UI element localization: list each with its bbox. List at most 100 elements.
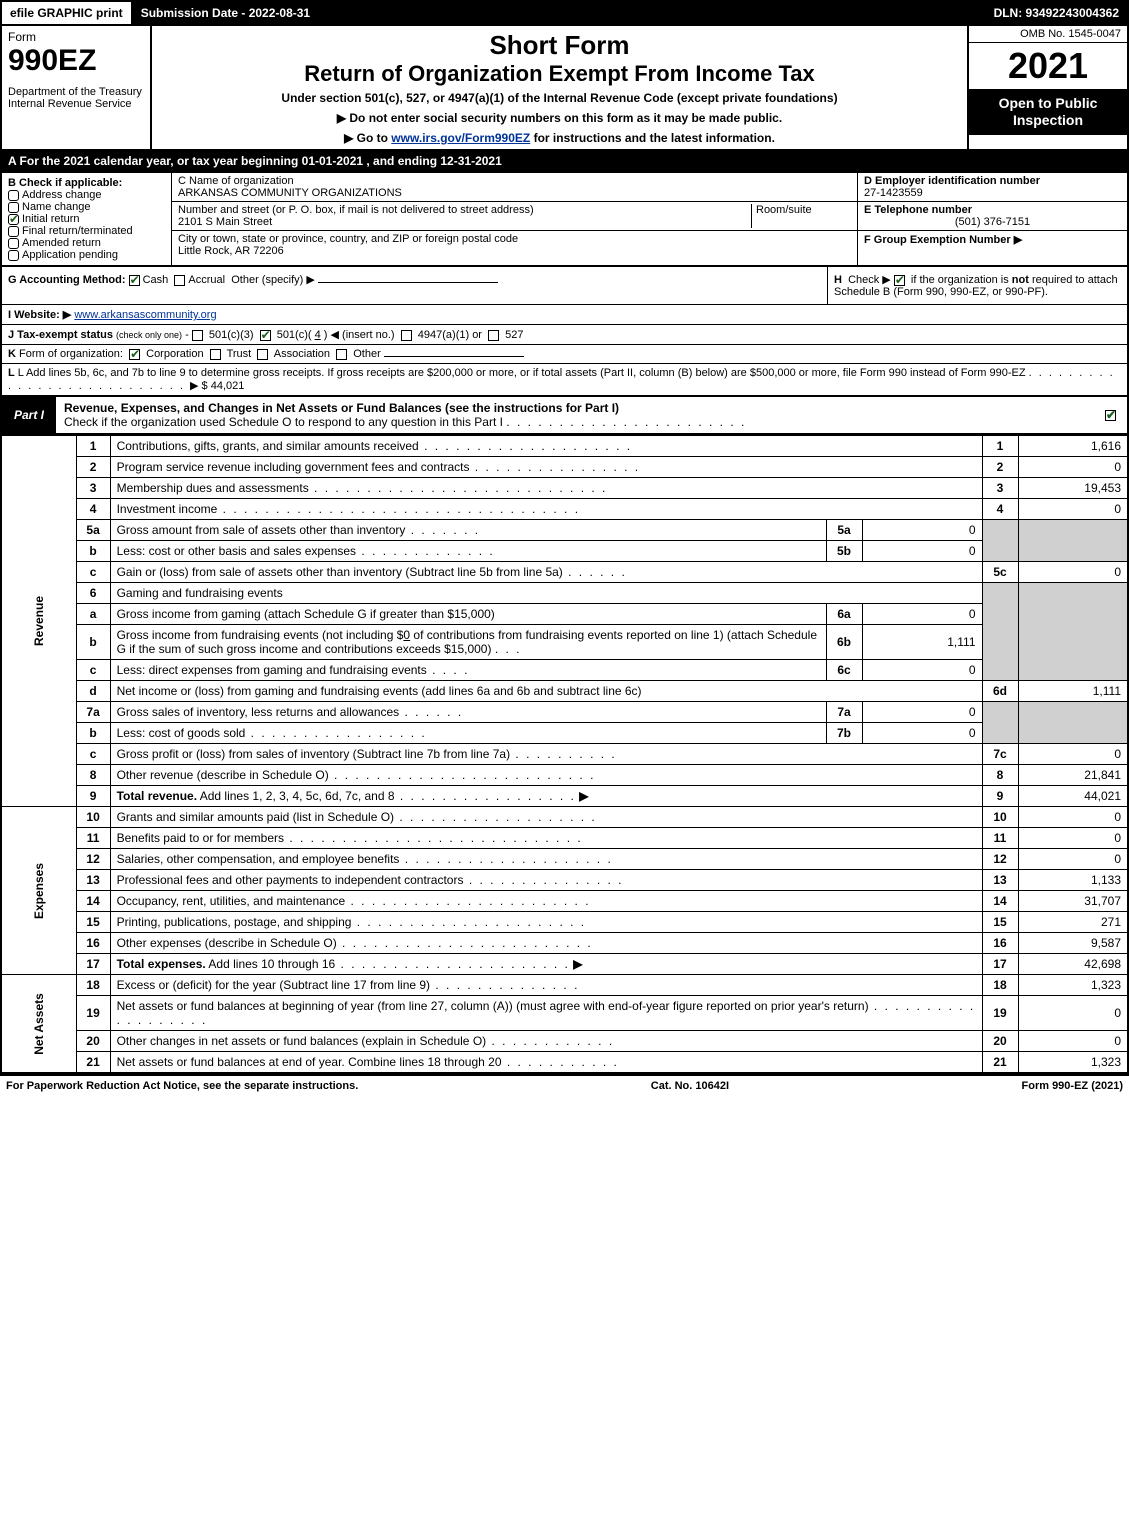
l2-ln: 2 — [982, 457, 1018, 478]
efile-print[interactable]: efile GRAPHIC print — [2, 2, 133, 24]
D-value: 27-1423559 — [864, 187, 1121, 199]
chk-accrual[interactable] — [174, 275, 185, 286]
l5ab-gray-ln — [982, 520, 1018, 562]
C-room-label: Room/suite — [756, 204, 851, 216]
side-netassets: Net Assets — [1, 975, 76, 1074]
l6a-sub: 6a — [826, 604, 862, 625]
l11-text: Benefits paid to or for members . . . . … — [110, 828, 982, 849]
l13-text: Professional fees and other payments to … — [110, 870, 982, 891]
l5a-sub: 5a — [826, 520, 862, 541]
side-revenue: Revenue — [1, 436, 76, 807]
chk-corp[interactable] — [129, 349, 140, 360]
l6a-sv: 0 — [862, 604, 982, 625]
l6-gray-ln — [982, 583, 1018, 681]
header-right: OMB No. 1545-0047 2021 Open to Public In… — [967, 26, 1127, 149]
l5a-text: Gross amount from sale of assets other t… — [110, 520, 826, 541]
l13-num: 13 — [76, 870, 110, 891]
chk-501c[interactable] — [260, 330, 271, 341]
G-other-blank[interactable] — [318, 282, 498, 283]
l6b-sv: 1,111 — [862, 625, 982, 660]
warn-goto: ▶ Go to www.irs.gov/Form990EZ for instru… — [158, 131, 961, 145]
part-I-check-text: Check if the organization used Schedule … — [64, 415, 503, 429]
C-street: 2101 S Main Street — [178, 216, 751, 228]
l15-num: 15 — [76, 912, 110, 933]
l6d-num: d — [76, 681, 110, 702]
l20-num: 20 — [76, 1031, 110, 1052]
l21-num: 21 — [76, 1052, 110, 1074]
chk-cash[interactable] — [129, 275, 140, 286]
B-item-0: Address change — [22, 189, 102, 201]
l18-num: 18 — [76, 975, 110, 996]
l15-amt: 271 — [1018, 912, 1128, 933]
l7c-amt: 0 — [1018, 744, 1128, 765]
B-label: B Check if applicable: — [8, 177, 165, 189]
l6d-text: Net income or (loss) from gaming and fun… — [110, 681, 982, 702]
side-expenses: Expenses — [1, 807, 76, 975]
l6b-text: Gross income from fundraising events (no… — [110, 625, 826, 660]
l7b-text: Less: cost of goods sold . . . . . . . .… — [110, 723, 826, 744]
chk-trust[interactable] — [210, 349, 221, 360]
l16-num: 16 — [76, 933, 110, 954]
F-label: F Group Exemption Number ▶ — [864, 233, 1121, 246]
chk-amended-return[interactable] — [8, 238, 19, 249]
chk-H[interactable] — [894, 275, 905, 286]
l7a-sub: 7a — [826, 702, 862, 723]
l7a-sv: 0 — [862, 702, 982, 723]
l21-ln: 21 — [982, 1052, 1018, 1074]
part-I-title-text: Revenue, Expenses, and Changes in Net As… — [64, 401, 619, 415]
l14-num: 14 — [76, 891, 110, 912]
l14-amt: 31,707 — [1018, 891, 1128, 912]
chk-initial-return[interactable] — [8, 214, 19, 225]
l20-amt: 0 — [1018, 1031, 1128, 1052]
row-I: I Website: ▶ www.arkansascommunity.org — [2, 304, 1127, 324]
chk-4947[interactable] — [401, 330, 412, 341]
l20-text: Other changes in net assets or fund bala… — [110, 1031, 982, 1052]
section-BCDEF: B Check if applicable: Address change Na… — [0, 173, 1129, 267]
chk-assoc[interactable] — [257, 349, 268, 360]
warn-ssn: ▶ Do not enter social security numbers o… — [158, 111, 961, 125]
form-label: Form — [8, 30, 144, 44]
l6b-sub: 6b — [826, 625, 862, 660]
C-street-label: Number and street (or P. O. box, if mail… — [178, 204, 751, 216]
form-header: Form 990EZ Department of the Treasury In… — [0, 26, 1129, 151]
chk-application-pending[interactable] — [8, 250, 19, 261]
chk-501c3[interactable] — [192, 330, 203, 341]
l10-num: 10 — [76, 807, 110, 828]
part-I-title: Revenue, Expenses, and Changes in Net As… — [56, 397, 1127, 433]
l6a-text: Gross income from gaming (attach Schedul… — [110, 604, 826, 625]
l3-text: Membership dues and assessments . . . . … — [110, 478, 982, 499]
website-link[interactable]: www.arkansascommunity.org — [74, 309, 216, 321]
l8-num: 8 — [76, 765, 110, 786]
l19-num: 19 — [76, 996, 110, 1031]
open-to-public: Open to Public Inspection — [969, 89, 1127, 135]
l1-amt: 1,616 — [1018, 436, 1128, 457]
K-other-blank[interactable] — [384, 356, 524, 357]
l5b-text: Less: cost or other basis and sales expe… — [110, 541, 826, 562]
l12-ln: 12 — [982, 849, 1018, 870]
L-text: L Add lines 5b, 6c, and 7b to line 9 to … — [18, 367, 1026, 379]
chk-527[interactable] — [488, 330, 499, 341]
chk-final-return[interactable] — [8, 226, 19, 237]
l17-text: Total expenses. Add lines 10 through 16 … — [110, 954, 982, 975]
row-A: A For the 2021 calendar year, or tax yea… — [0, 151, 1129, 173]
l17-ln: 17 — [982, 954, 1018, 975]
B-item-4: Amended return — [22, 237, 101, 249]
chk-other-org[interactable] — [336, 349, 347, 360]
l4-num: 4 — [76, 499, 110, 520]
dept-label: Department of the Treasury Internal Reve… — [8, 86, 144, 110]
chk-part-I-scheduleO[interactable] — [1105, 410, 1116, 421]
l17-amt: 42,698 — [1018, 954, 1128, 975]
l6d-ln: 6d — [982, 681, 1018, 702]
C-name: ARKANSAS COMMUNITY ORGANIZATIONS — [178, 187, 851, 199]
l12-amt: 0 — [1018, 849, 1128, 870]
L-amt: ▶ $ 44,021 — [190, 380, 244, 392]
col-DEF: D Employer identification number 27-1423… — [857, 173, 1127, 265]
C-city: Little Rock, AR 72206 — [178, 245, 851, 257]
l7b-num: b — [76, 723, 110, 744]
E-value: (501) 376-7151 — [864, 216, 1121, 228]
chk-address-change[interactable] — [8, 190, 19, 201]
part-I-header: Part I Revenue, Expenses, and Changes in… — [0, 397, 1129, 435]
row-G: G Accounting Method: Cash Accrual Other … — [2, 267, 827, 304]
irs-link[interactable]: www.irs.gov/Form990EZ — [391, 131, 530, 145]
row-L: L L Add lines 5b, 6c, and 7b to line 9 t… — [2, 363, 1127, 395]
